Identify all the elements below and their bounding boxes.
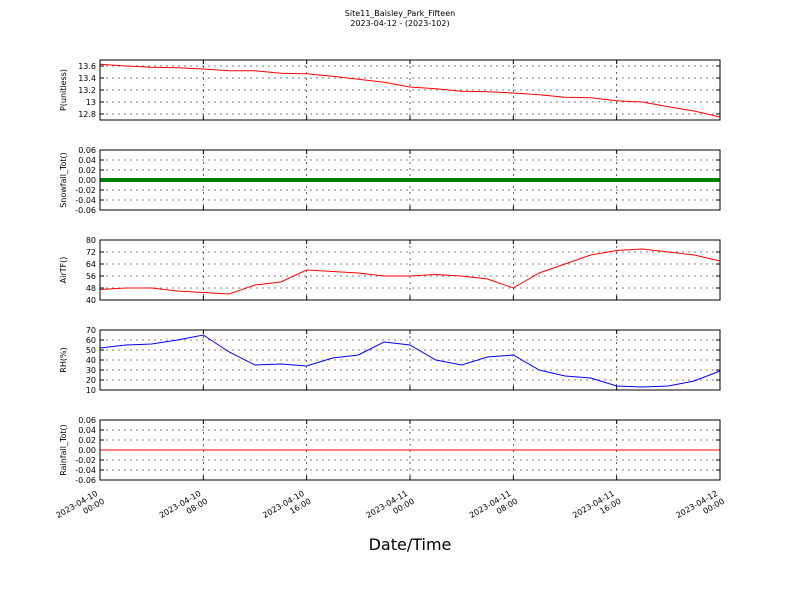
y-tick-label: -0.02 [75, 456, 96, 465]
plot-frame [99, 329, 721, 391]
y-tick-label: 0.04 [78, 426, 96, 435]
data-line [99, 248, 721, 295]
y-tick-label: 13.2 [78, 86, 96, 95]
y-axis-label: AirTF() [59, 257, 68, 284]
y-tick-label: 48 [86, 284, 96, 293]
y-tick-label: 40 [86, 356, 96, 365]
chart-subtitle: 2023-04-12 - (2023-102) [350, 19, 449, 28]
y-tick-label: -0.06 [75, 476, 96, 485]
y-tick-label: -0.04 [75, 196, 96, 205]
y-tick-label: 0.00 [78, 176, 96, 185]
y-tick-label: 50 [86, 346, 96, 355]
y-tick-label: 64 [86, 260, 96, 269]
y-tick-label: 70 [86, 326, 96, 335]
y-tick-label: 13 [86, 98, 96, 107]
y-tick-label: -0.04 [75, 466, 96, 475]
y-axis-label: P(unitless) [59, 69, 68, 111]
chart-title: Site11_Baisley_Park_Fifteen [345, 9, 455, 18]
y-tick-label: 60 [86, 336, 96, 345]
x-tick-label: 2023-04-1200:00 [674, 488, 726, 529]
y-tick-label: 80 [86, 236, 96, 245]
plot-frame [99, 59, 721, 121]
x-tick-label: 2023-04-1100:00 [364, 488, 416, 529]
x-tick-label: 2023-04-1116:00 [571, 488, 623, 529]
y-tick-label: -0.02 [75, 186, 96, 195]
x-tick-label: 2023-04-1008:00 [158, 488, 210, 529]
data-line [99, 63, 721, 118]
y-tick-label: 0.04 [78, 156, 96, 165]
x-tick-label: 2023-04-1108:00 [468, 488, 520, 529]
y-tick-label: 0.06 [78, 146, 96, 155]
y-tick-label: 0.00 [78, 446, 96, 455]
y-tick-label: 30 [86, 366, 96, 375]
y-tick-label: 10 [86, 386, 96, 395]
y-tick-label: 0.06 [78, 416, 96, 425]
x-tick-label: 2023-04-1016:00 [261, 488, 313, 529]
y-tick-label: 20 [86, 376, 96, 385]
y-tick-label: -0.06 [75, 206, 96, 215]
y-tick-label: 72 [86, 248, 96, 257]
plot-frame [99, 149, 721, 211]
y-tick-label: 56 [86, 272, 96, 281]
data-line [99, 334, 721, 388]
y-axis-label: Snowfall_Tot() [59, 152, 68, 208]
y-tick-label: 12.8 [78, 110, 96, 119]
plot-frame [99, 239, 721, 301]
plot-frame [99, 419, 721, 481]
y-tick-label: 13.4 [78, 74, 96, 83]
y-tick-label: 40 [86, 296, 96, 305]
x-axis-label: Date/Time [369, 535, 452, 554]
y-axis-label: RH(%) [59, 347, 68, 372]
y-axis-label: Rainfall_Tot() [59, 424, 68, 476]
y-tick-label: 0.02 [78, 436, 96, 445]
y-tick-label: 0.02 [78, 166, 96, 175]
y-tick-label: 13.6 [78, 62, 96, 71]
x-tick-label: 2023-04-1000:00 [54, 488, 106, 529]
